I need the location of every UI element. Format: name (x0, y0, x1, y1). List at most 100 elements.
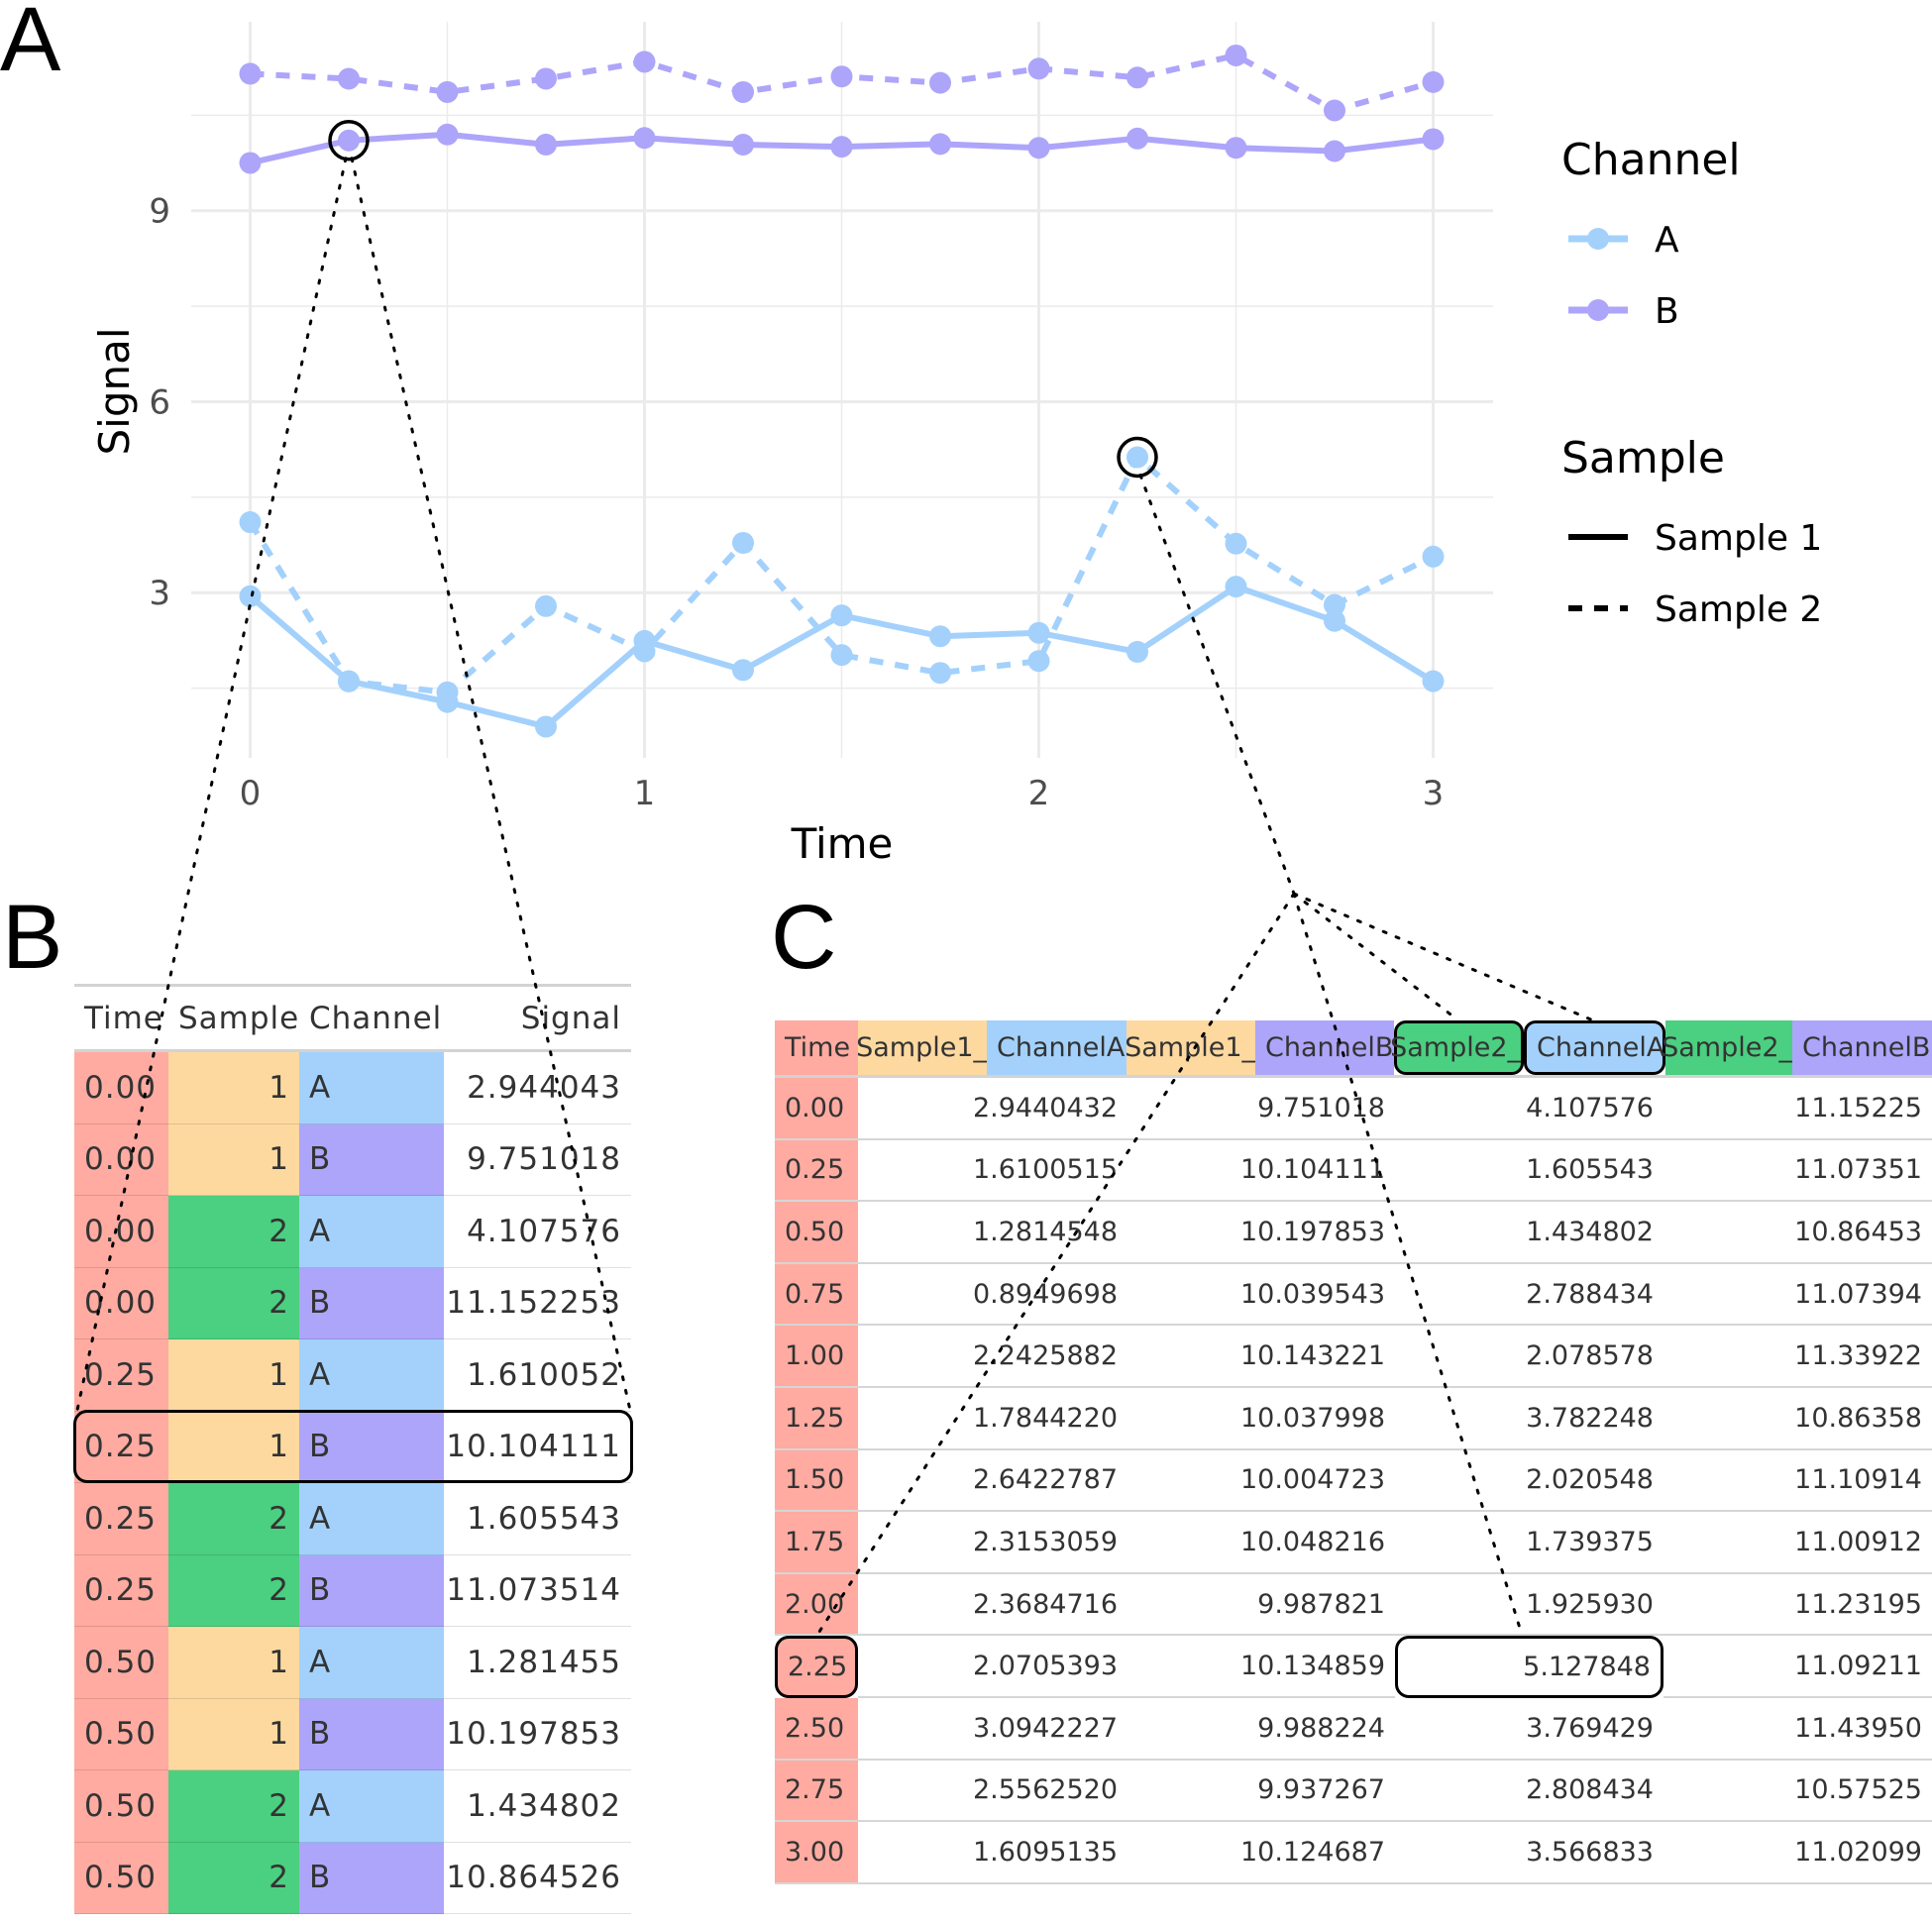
table-cell: 2 (168, 1842, 299, 1914)
dotted-connector (1292, 892, 1595, 1022)
data-point (1324, 609, 1345, 632)
table-header-cell: Time (84, 1001, 163, 1036)
table-cell: 10.197853 (1127, 1202, 1395, 1264)
table-cell: 1 (168, 1052, 299, 1124)
table-cell: 2.9440432 (858, 1078, 1127, 1140)
legend-sample-item: Sample 2 (1655, 589, 1822, 630)
table-cell: 4.107576 (1395, 1078, 1664, 1140)
table-header-cell: Channel (309, 1001, 443, 1036)
data-point (929, 625, 951, 648)
legend-sample-title: Sample (1561, 433, 1725, 483)
data-point (929, 662, 951, 685)
data-point (929, 133, 951, 156)
table-cell: 1.75 (775, 1512, 858, 1574)
data-point (732, 659, 754, 682)
table-cell: 11.23195 (1664, 1573, 1932, 1637)
data-point (535, 67, 557, 90)
legend-channel-item: A (1655, 220, 1679, 261)
table-cell: 0.25 (74, 1483, 168, 1555)
table-cell: 11.07394 (1664, 1263, 1932, 1327)
legend-channel-item: B (1655, 291, 1679, 332)
data-point (1422, 128, 1445, 151)
data-point (338, 129, 360, 152)
table-cell: 9.751018 (444, 1123, 631, 1196)
table-header-part: ChannelB (1255, 1020, 1394, 1075)
table-cell: 10.57525 (1664, 1760, 1932, 1823)
table-cell: 2.078578 (1395, 1326, 1664, 1388)
table-cell: 1 (168, 1698, 299, 1770)
table-cell: 2.00 (775, 1573, 858, 1637)
table-cell: 10.197853 (444, 1698, 631, 1770)
table-cell: 11.152253 (444, 1267, 631, 1339)
table-cell: 1.605543 (1395, 1139, 1664, 1203)
table-cell: A (299, 1770, 444, 1843)
data-point (732, 80, 754, 103)
data-point (338, 67, 360, 90)
table-cell: B (299, 1698, 444, 1770)
table-cell: 2.6422787 (858, 1449, 1127, 1513)
table-cell: 2.75 (775, 1760, 858, 1823)
legend-key-point (1587, 228, 1609, 250)
panel-label-b: B (2, 887, 63, 988)
data-point (633, 127, 656, 150)
table-cell: 0.00 (74, 1196, 168, 1268)
table-cell: 10.037998 (1127, 1388, 1395, 1450)
table-cell: 2.020548 (1395, 1449, 1664, 1513)
legend-channel-title: Channel (1561, 135, 1741, 185)
data-point (1225, 137, 1247, 160)
table-cell: 9.937267 (1127, 1760, 1395, 1823)
data-point (830, 65, 853, 88)
table-cell: A (299, 1627, 444, 1699)
table-cell: 2 (168, 1770, 299, 1843)
data-point (633, 51, 656, 73)
data-point (830, 604, 853, 627)
table-cell: 10.864526 (444, 1842, 631, 1914)
data-point (1127, 446, 1148, 469)
table-cell: B (299, 1411, 444, 1483)
table-cell: 1 (168, 1123, 299, 1196)
table-cell: 1.6100515 (858, 1139, 1127, 1203)
y-tick-label: 3 (149, 574, 170, 613)
table-cell: 2 (168, 1267, 299, 1339)
table-cell: 2.3153059 (858, 1512, 1127, 1574)
data-point (1324, 99, 1345, 122)
table-header-part: ChannelA (987, 1020, 1127, 1075)
table-cell: 10.104111 (444, 1411, 631, 1483)
table-cell: 10.004723 (1127, 1449, 1395, 1513)
data-point (239, 62, 262, 85)
data-point (1225, 576, 1247, 598)
table-cell: 10.143221 (1127, 1326, 1395, 1388)
data-point (929, 71, 951, 94)
table-cell: 0.50 (74, 1698, 168, 1770)
table-cell: 3.00 (775, 1822, 858, 1884)
table-cell: B (299, 1842, 444, 1914)
table-cell: 2.808434 (1395, 1760, 1664, 1823)
y-axis-label: Signal (90, 327, 139, 455)
highlighted-header-part: Sample2_ (1390, 1020, 1524, 1075)
data-point (436, 681, 459, 703)
data-point (1324, 593, 1345, 616)
panel-label-c: C (771, 887, 837, 988)
legend-key-point (1587, 299, 1609, 321)
table-cell: 2.0705393 (858, 1636, 1127, 1698)
data-point (1027, 650, 1050, 673)
x-tick-label: 0 (240, 774, 262, 813)
table-cell: 1.610052 (444, 1339, 631, 1412)
table-cell: 9.987821 (1127, 1573, 1395, 1637)
data-point (436, 80, 459, 103)
table-cell: 1.434802 (1395, 1202, 1664, 1264)
table-cell: 1.925930 (1395, 1573, 1664, 1637)
data-point (1127, 127, 1148, 150)
table-cell: 2.788434 (1395, 1263, 1664, 1327)
table-header-part: Sample1_ (856, 1020, 987, 1075)
data-point (535, 715, 557, 738)
table-cell: 11.43950 (1664, 1698, 1932, 1761)
table-cell: 0.25 (775, 1139, 858, 1203)
data-point (633, 640, 656, 663)
table-cell: 9.988224 (1127, 1698, 1395, 1761)
table-cell: 1.50 (775, 1449, 858, 1513)
data-point (239, 152, 262, 174)
y-tick-label: 6 (149, 382, 170, 422)
table-header-cell: Signal (520, 1001, 621, 1036)
table-cell: 1.2814548 (858, 1202, 1127, 1264)
